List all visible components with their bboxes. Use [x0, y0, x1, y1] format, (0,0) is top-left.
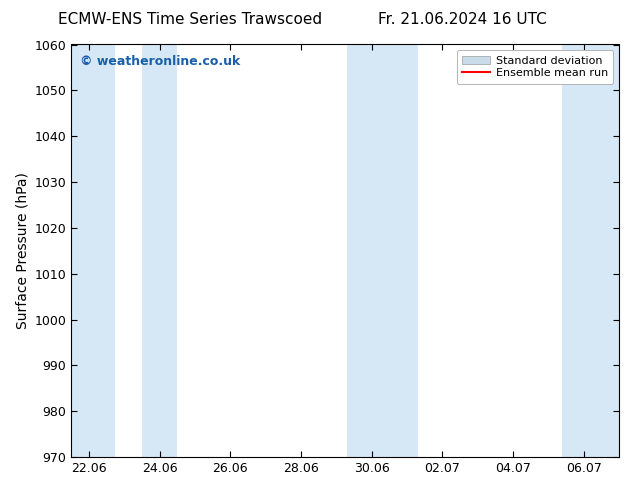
- Text: ECMW-ENS Time Series Trawscoed: ECMW-ENS Time Series Trawscoed: [58, 12, 322, 27]
- Legend: Standard deviation, Ensemble mean run: Standard deviation, Ensemble mean run: [456, 50, 614, 84]
- Bar: [142, 45, 178, 457]
- Text: Fr. 21.06.2024 16 UTC: Fr. 21.06.2024 16 UTC: [378, 12, 547, 27]
- Bar: [562, 45, 619, 457]
- Bar: [71, 45, 115, 457]
- Text: © weatheronline.co.uk: © weatheronline.co.uk: [79, 55, 240, 68]
- Y-axis label: Surface Pressure (hPa): Surface Pressure (hPa): [15, 172, 29, 329]
- Bar: [347, 45, 418, 457]
